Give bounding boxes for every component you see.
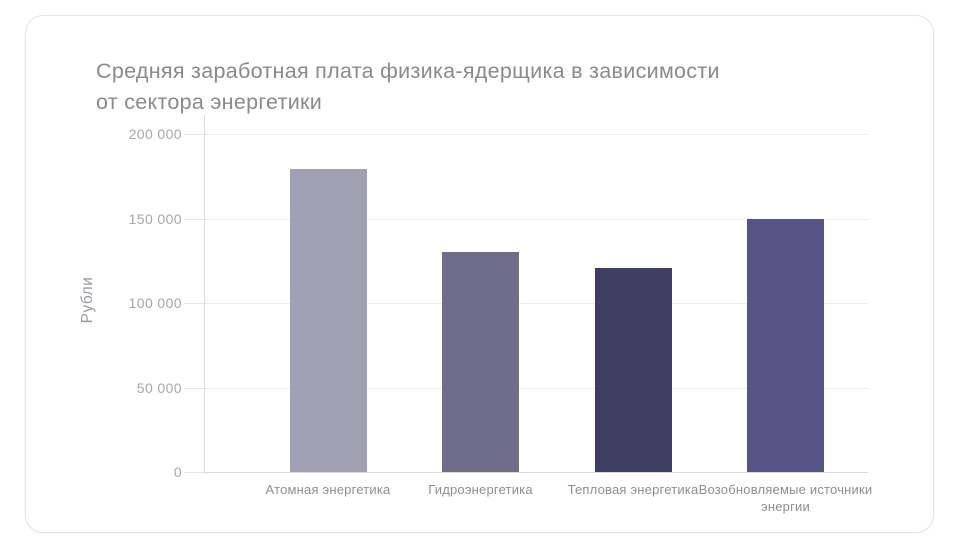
chart-title: Средняя заработная плата физика-ядерщика… [96,59,720,114]
chart-card: Средняя заработная плата физика-ядерщика… [25,15,934,533]
